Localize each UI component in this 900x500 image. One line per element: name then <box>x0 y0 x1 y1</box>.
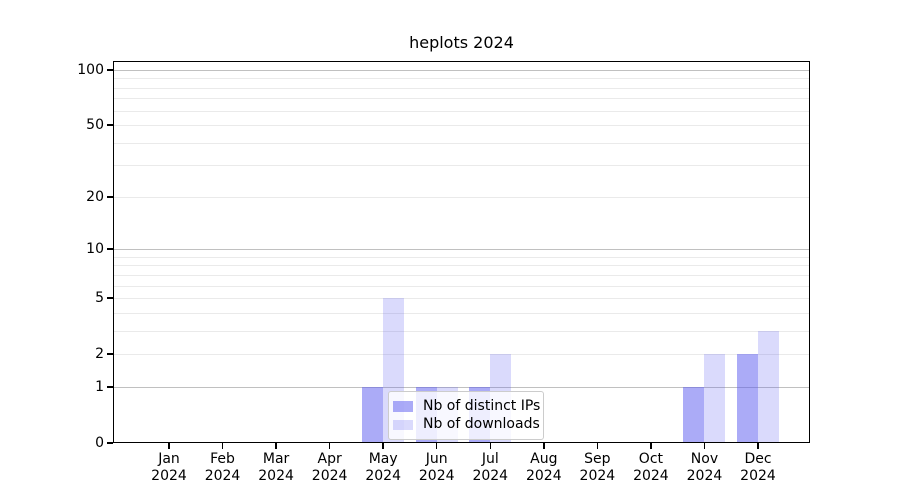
y-tick-label: 1 <box>95 378 104 395</box>
gridline-minor <box>113 142 810 144</box>
legend-label-downloads: Nb of downloads <box>423 416 540 433</box>
x-tick-label: Jun 2024 <box>418 451 455 484</box>
gridline-minor <box>113 265 810 267</box>
y-tick-label: 0 <box>95 435 104 451</box>
bar-downloads-dec <box>758 330 779 443</box>
x-tick-mark <box>703 443 706 449</box>
gridline-minor <box>113 354 810 356</box>
x-tick-mark <box>221 443 224 449</box>
x-tick-label: May 2024 <box>365 451 401 484</box>
x-tick-label: Sep 2024 <box>579 451 616 484</box>
x-tick-mark <box>543 443 545 449</box>
gridline-minor <box>113 298 810 300</box>
gridline-minor <box>113 78 810 80</box>
legend: Nb of distinct IPs Nb of downloads <box>388 391 544 440</box>
plot-area <box>113 61 810 443</box>
gridline-minor <box>113 98 810 100</box>
x-tick-label: Jan 2024 <box>151 451 187 484</box>
legend-item-distinct-ips: Nb of distinct IPs <box>393 397 541 415</box>
legend-swatch-downloads-icon <box>393 419 413 430</box>
x-tick-label: Mar 2024 <box>258 451 294 484</box>
x-tick-mark <box>382 443 384 449</box>
gridline-minor <box>113 330 810 332</box>
x-tick-mark <box>757 443 759 449</box>
y-tick-mark <box>107 248 113 250</box>
gridline-minor <box>113 125 810 127</box>
legend-swatch-distinct-ips-icon <box>393 401 413 412</box>
gridline-minor <box>113 87 810 89</box>
x-tick-mark <box>275 443 277 449</box>
y-tick-label: 10 <box>86 241 104 258</box>
y-tick-mark <box>107 353 113 355</box>
gridline-major <box>113 386 810 388</box>
x-tick-mark <box>168 443 170 449</box>
gridline-minor <box>113 165 810 167</box>
x-tick-label: Apr 2024 <box>311 451 348 484</box>
bar-distinct-ips-may <box>362 386 384 443</box>
x-tick-mark <box>596 443 599 449</box>
y-tick-mark <box>107 196 113 198</box>
y-tick-mark <box>107 69 113 71</box>
bar-downloads-nov <box>704 354 726 443</box>
x-tick-mark <box>435 443 438 449</box>
x-tick-mark <box>328 443 331 449</box>
gridline-minor <box>113 110 810 112</box>
bar-distinct-ips-dec <box>737 354 758 443</box>
x-tick-label: Dec 2024 <box>740 451 776 484</box>
bar-distinct-ips-nov <box>683 386 705 443</box>
y-tick-label: 20 <box>86 188 104 205</box>
gridline-minor <box>113 274 810 276</box>
y-tick-label: 2 <box>95 346 104 363</box>
x-tick-label: Aug 2024 <box>525 451 562 484</box>
y-tick-mark <box>107 297 113 299</box>
y-tick-label: 5 <box>95 290 104 307</box>
gridline-minor <box>113 285 810 287</box>
y-tick-mark <box>107 124 113 126</box>
x-tick-mark <box>489 443 492 449</box>
gridline-major <box>113 70 810 71</box>
y-tick-label: 50 <box>86 117 104 134</box>
x-tick-label: Jul 2024 <box>472 451 509 484</box>
x-tick-label: Nov 2024 <box>686 451 723 484</box>
legend-label-distinct-ips: Nb of distinct IPs <box>423 397 541 414</box>
legend-item-downloads: Nb of downloads <box>393 416 540 433</box>
x-tick-label: Oct 2024 <box>633 451 669 484</box>
gridline-minor <box>113 196 810 198</box>
gridline-minor <box>113 256 810 258</box>
chart-title: heplots 2024 <box>409 33 514 52</box>
x-tick-label: Feb 2024 <box>204 451 241 484</box>
gridline-minor <box>113 312 810 314</box>
y-tick-label: 100 <box>77 62 104 78</box>
y-tick-mark <box>107 386 113 388</box>
gridline-major <box>113 249 810 251</box>
x-tick-mark <box>650 443 652 449</box>
y-tick-mark <box>107 442 113 444</box>
